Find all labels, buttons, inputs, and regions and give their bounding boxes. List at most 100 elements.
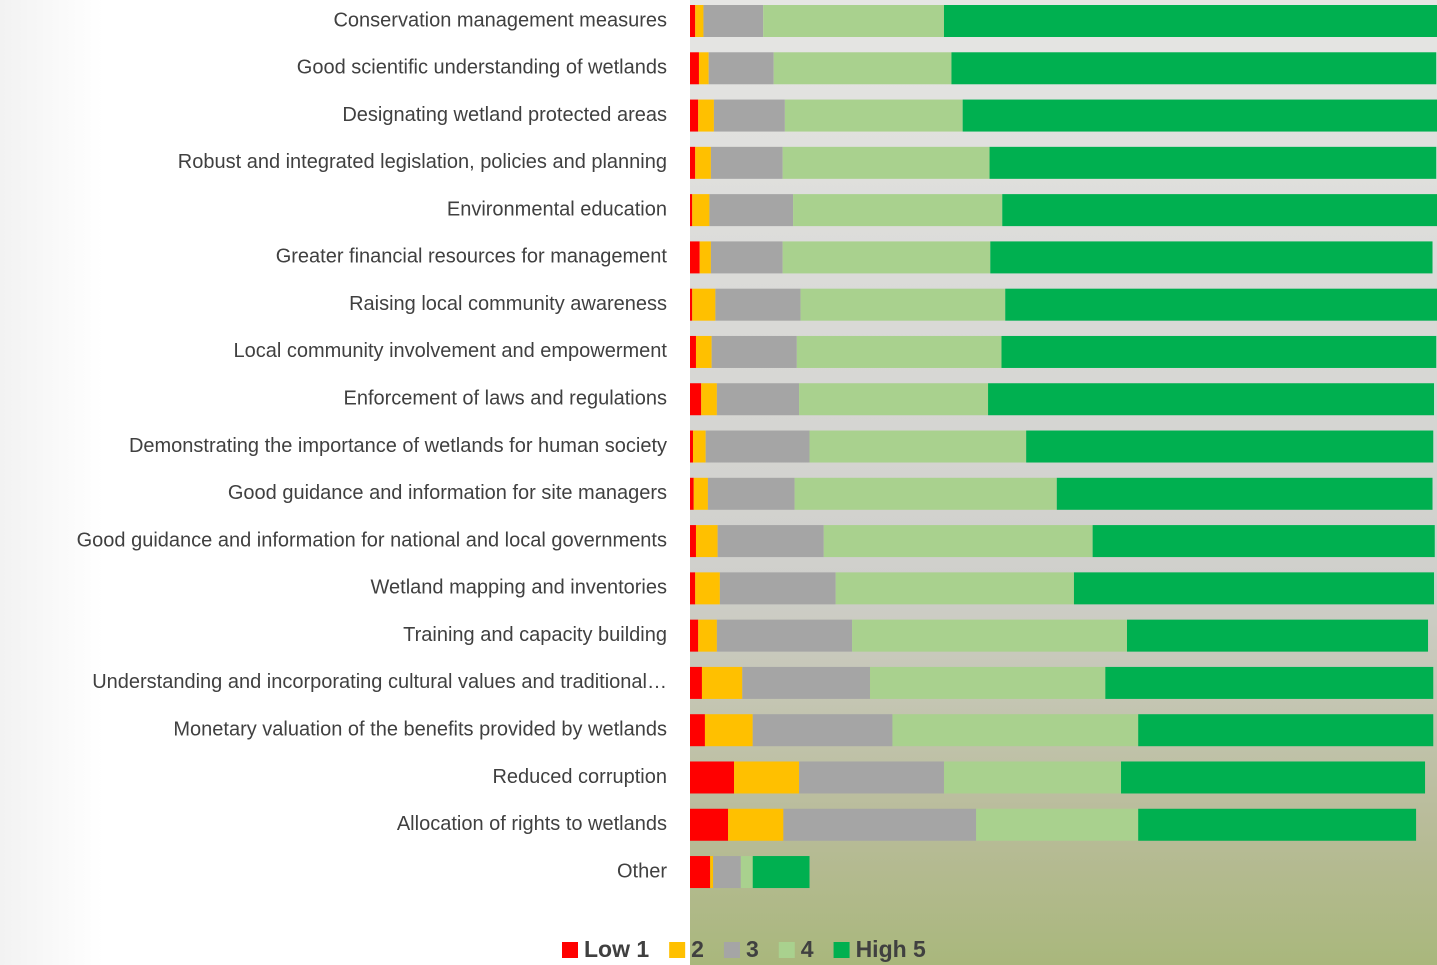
bar-segment: [1138, 714, 1434, 747]
category-label: Other: [617, 860, 667, 882]
bar-segment: [951, 52, 1437, 85]
bar-segment: [799, 761, 944, 794]
bar-segment: [690, 5, 696, 37]
bar-segment: [794, 477, 1057, 510]
bar-segment: [710, 146, 783, 179]
bar-segment: [740, 856, 753, 889]
bar-segment: [692, 430, 706, 463]
bar-segment: [708, 52, 774, 85]
bar-segment: [695, 335, 712, 368]
bar-segment: [783, 808, 977, 841]
bar-segment: [690, 52, 699, 85]
bar-segment: [692, 194, 710, 227]
bar-segment: [852, 619, 1127, 652]
bar-segment: [763, 5, 944, 37]
legend-swatch: [669, 942, 686, 958]
category-label: Understanding and incorporating cultural…: [92, 671, 667, 693]
bar-segment: [976, 808, 1139, 841]
bar-segment: [703, 5, 764, 37]
bar-segment: [892, 714, 1139, 747]
bar-segment: [793, 194, 1003, 227]
bar-segment: [784, 99, 963, 132]
bar-segment: [796, 335, 1002, 368]
category-label: Good scientific understanding of wetland…: [297, 57, 667, 79]
bar-segment: [695, 525, 718, 558]
category-label: Greater financial resources for manageme…: [276, 246, 668, 268]
category-label: Allocation of rights to wetlands: [397, 813, 667, 835]
bar-segment: [690, 856, 711, 889]
category-label: Wetland mapping and inventories: [371, 577, 667, 599]
bar-segment: [962, 99, 1437, 132]
category-label: Environmental education: [447, 198, 667, 220]
bar-segment: [1026, 430, 1434, 463]
category-label: Local community involvement and empowerm…: [233, 340, 667, 362]
bar-segment: [943, 5, 1437, 37]
legend-label: 2: [691, 936, 704, 962]
category-label: Monetary valuation of the benefits provi…: [173, 718, 667, 740]
bar-segment: [716, 383, 800, 416]
bar-segment: [742, 666, 871, 699]
bar-segment: [1105, 666, 1434, 699]
bar-segment: [719, 572, 836, 605]
category-label: Conservation management measures: [333, 9, 667, 31]
bar-segment: [698, 99, 714, 132]
bar-segment: [690, 808, 729, 841]
bar-segment: [693, 477, 708, 510]
bar-segment: [707, 477, 795, 510]
bar-segment: [716, 619, 853, 652]
legend-swatch: [833, 942, 850, 958]
bar-segment: [690, 572, 696, 605]
bar-segment: [690, 99, 699, 132]
bar-segment: [704, 714, 753, 747]
bar-segment: [690, 477, 694, 510]
category-label: Reduced corruption: [492, 766, 667, 788]
bar-segment: [698, 52, 709, 85]
bar-segment: [715, 288, 801, 321]
bar-segment: [1002, 194, 1437, 227]
bar-segment: [782, 241, 991, 274]
bar-segment: [1001, 335, 1437, 368]
bar-segment: [695, 5, 704, 37]
bar-segment: [943, 761, 1122, 794]
category-label: Raising local community awareness: [349, 293, 667, 315]
bar-segment: [690, 761, 735, 794]
bar-segment: [989, 146, 1437, 179]
category-label: Good guidance and information for site m…: [228, 482, 667, 504]
bar-segment: [709, 194, 794, 227]
bar-segment: [800, 288, 1006, 321]
category-label: Good guidance and information for nation…: [77, 529, 667, 551]
legend-label: Low 1: [584, 936, 649, 962]
bar-segment: [698, 619, 717, 652]
bar-segment: [988, 383, 1435, 416]
bar-segment: [690, 194, 693, 227]
bar-segment: [728, 808, 784, 841]
legend-label: High 5: [856, 936, 926, 962]
legend-swatch: [778, 942, 795, 958]
bar-segment: [695, 572, 720, 605]
bar-segment: [773, 52, 952, 85]
background: [0, 0, 690, 965]
bar-segment: [1073, 572, 1435, 605]
bar-segment: [782, 146, 990, 179]
bar-segment: [690, 383, 702, 416]
bar-segment: [690, 714, 705, 747]
bar-segment: [835, 572, 1074, 605]
legend-swatch: [562, 942, 578, 958]
category-label: Designating wetland protected areas: [342, 104, 667, 126]
bar-segment: [713, 856, 741, 889]
bar-segment: [1121, 761, 1426, 794]
bar-segment: [690, 525, 696, 558]
bar-segment: [1092, 525, 1435, 558]
category-label: Demonstrating the importance of wetlands…: [129, 435, 667, 457]
bar-segment: [692, 288, 716, 321]
bar-segment: [734, 761, 800, 794]
bar-segment: [711, 335, 797, 368]
bar-segment: [809, 430, 1027, 463]
bar-segment: [1126, 619, 1429, 652]
category-label: Training and capacity building: [403, 624, 667, 646]
bar-segment: [690, 666, 702, 699]
bar-segment: [1138, 808, 1417, 841]
bar-segment: [1005, 288, 1437, 321]
bar-segment: [690, 241, 700, 274]
